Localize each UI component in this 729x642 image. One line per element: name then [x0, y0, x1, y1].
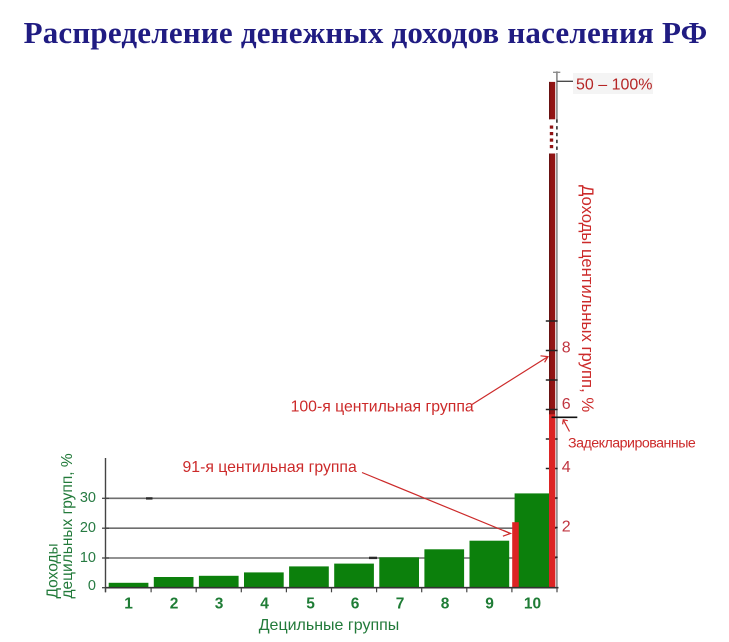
- svg-text:100-я центильная группа: 100-я центильная группа: [291, 399, 474, 416]
- svg-text:8: 8: [441, 596, 450, 613]
- svg-text:20: 20: [80, 520, 96, 536]
- svg-text:Доходы: Доходы: [45, 543, 62, 598]
- svg-text:Децильные группы: Децильные группы: [259, 617, 400, 634]
- svg-text:91-я центильная группа: 91-я центильная группа: [183, 459, 357, 476]
- svg-text:децильных групп, %: децильных групп, %: [59, 453, 76, 598]
- svg-text:10: 10: [80, 550, 96, 566]
- svg-text:6: 6: [351, 596, 360, 613]
- svg-text:2: 2: [170, 596, 179, 613]
- svg-text:0: 0: [88, 578, 96, 594]
- svg-text:50 – 100%: 50 – 100%: [576, 77, 653, 94]
- svg-text:4: 4: [260, 596, 269, 613]
- svg-text:9: 9: [485, 596, 494, 613]
- svg-text:10: 10: [524, 596, 541, 613]
- svg-text:30: 30: [80, 490, 96, 506]
- svg-text:Доходы центильных групп, %: Доходы центильных групп, %: [578, 185, 597, 412]
- svg-text:7: 7: [396, 596, 405, 613]
- svg-text:5: 5: [306, 596, 315, 613]
- svg-text:Задекларированные: Задекларированные: [568, 436, 696, 452]
- svg-text:6: 6: [562, 396, 571, 413]
- svg-text:4: 4: [562, 459, 571, 476]
- svg-text:1: 1: [124, 596, 133, 613]
- svg-text:2: 2: [562, 519, 571, 536]
- svg-text:3: 3: [215, 596, 224, 613]
- svg-text:8: 8: [562, 340, 571, 357]
